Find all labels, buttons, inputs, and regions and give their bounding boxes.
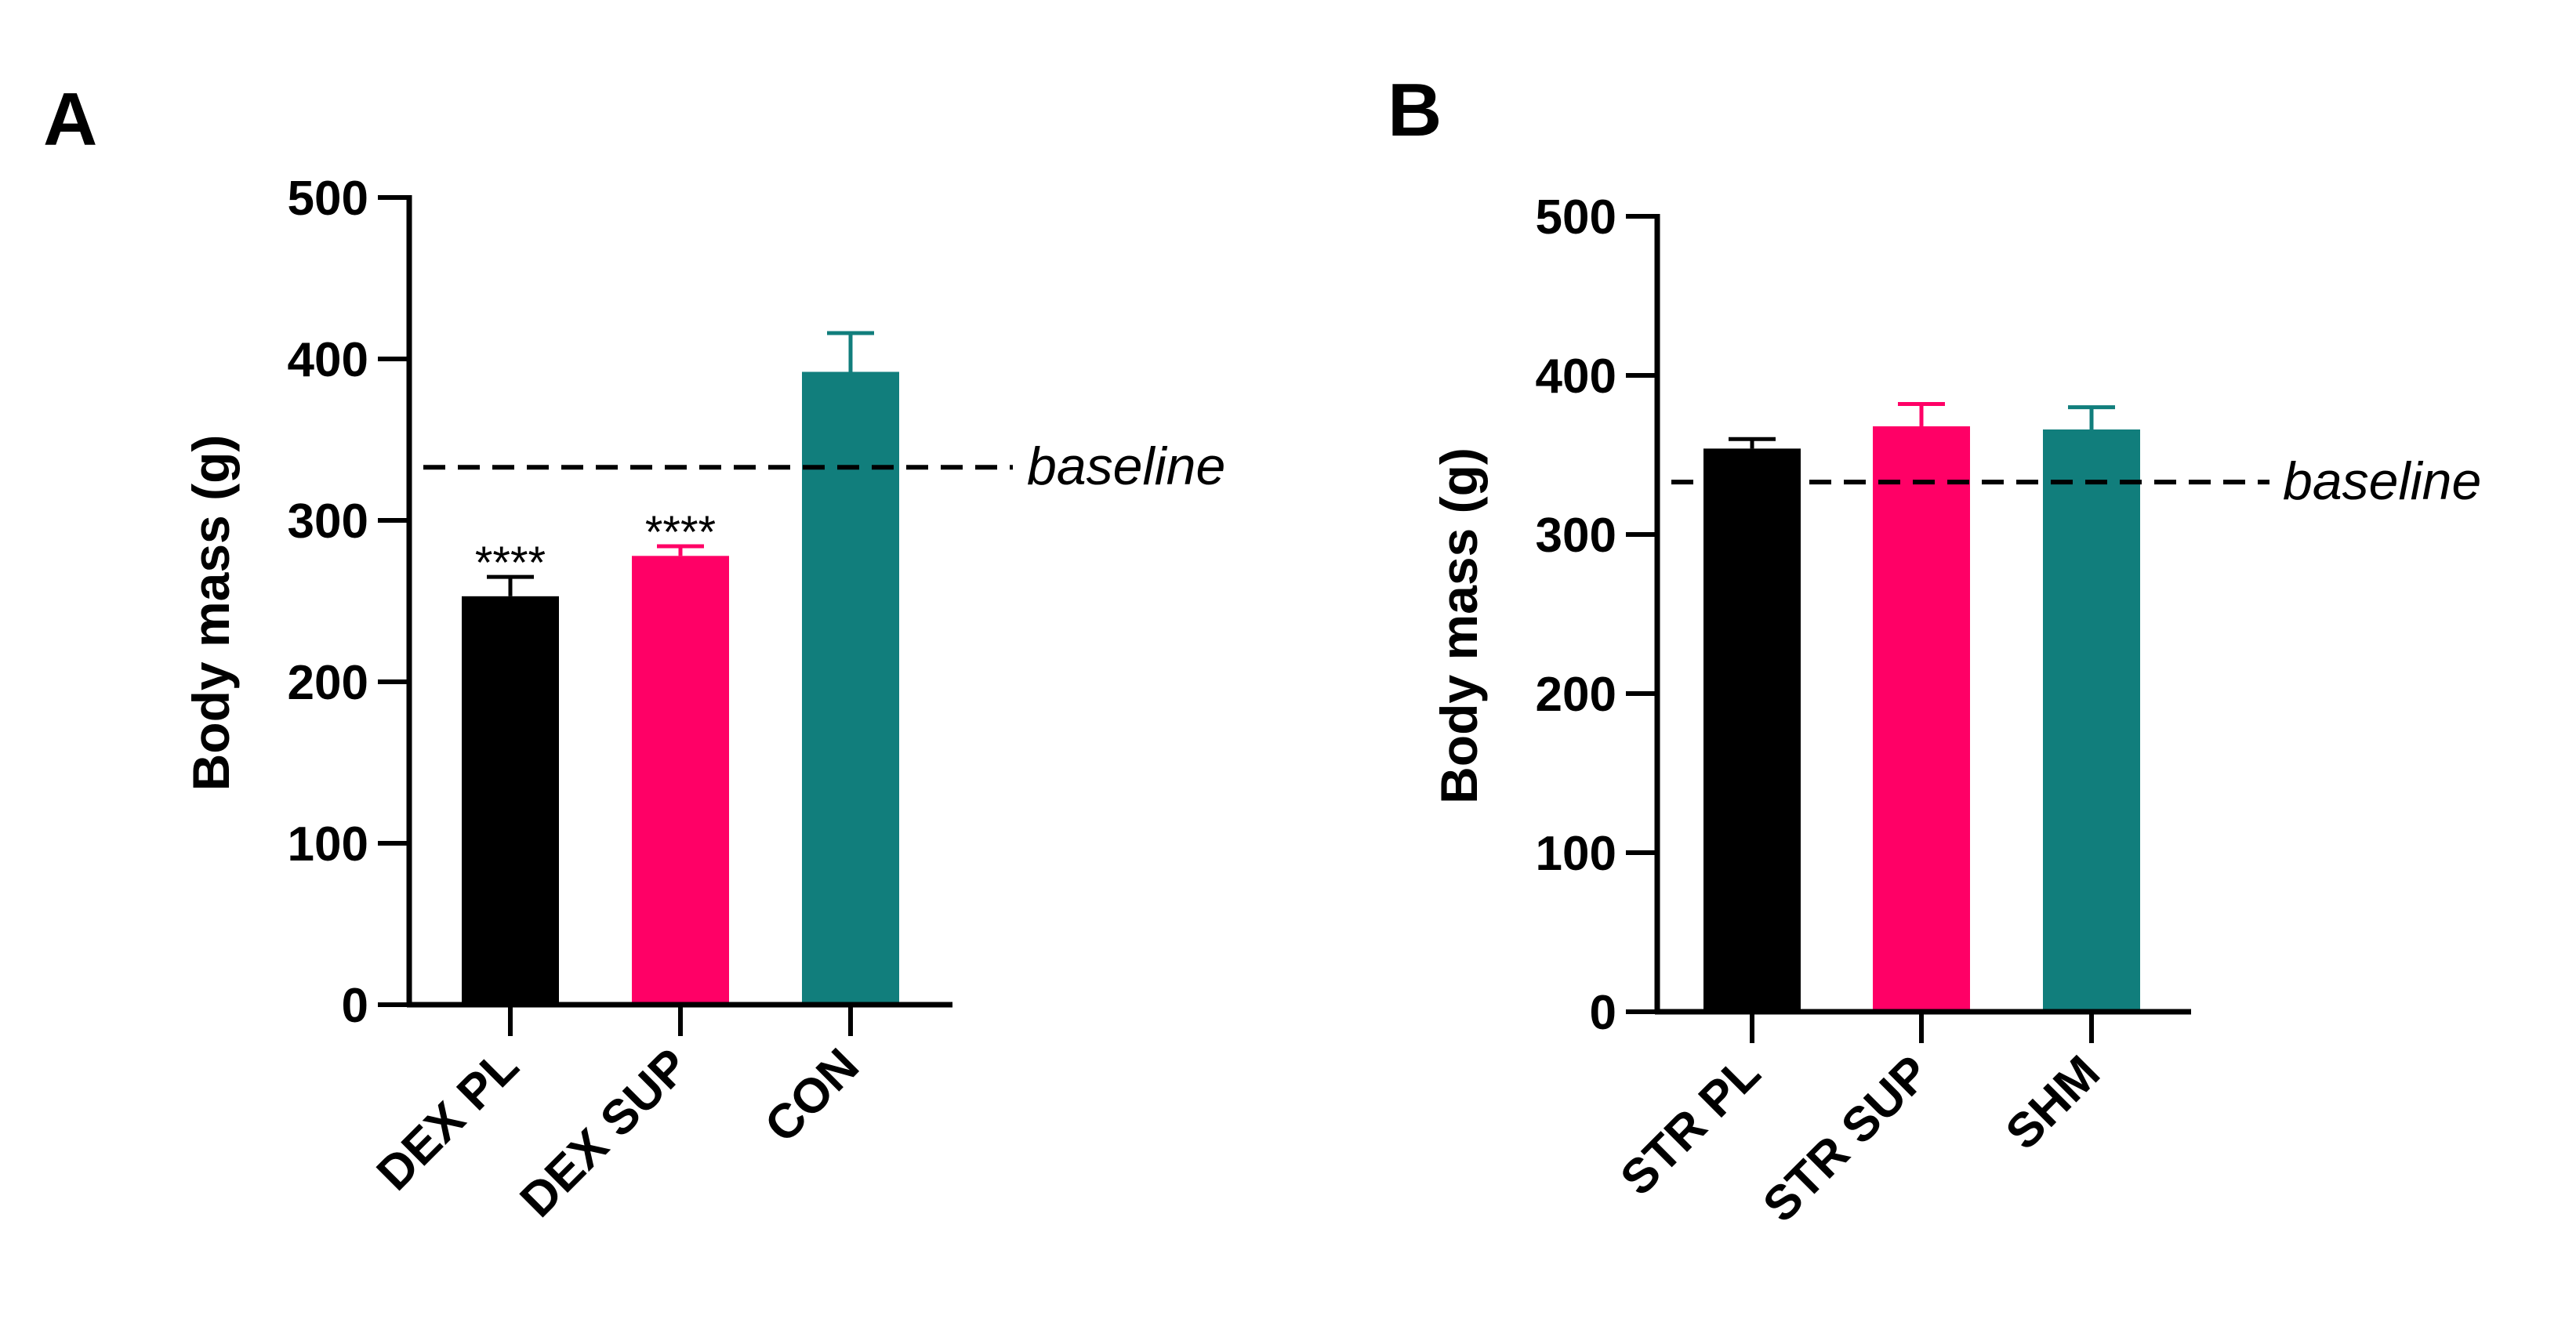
bar-str-pl xyxy=(1703,448,1801,1012)
bar-shm xyxy=(2043,429,2140,1012)
y-tick-label: 200 xyxy=(1536,668,1616,722)
y-tick-label: 400 xyxy=(288,333,368,387)
y-tick-label: 100 xyxy=(288,817,368,871)
y-tick-label: 100 xyxy=(1536,827,1616,881)
x-tick-label: DEX SUP xyxy=(510,1038,699,1227)
baseline-label: baseline xyxy=(1027,437,1225,496)
x-tick-label: SHM xyxy=(1996,1045,2110,1160)
bar-str-sup xyxy=(1873,426,1970,1012)
baseline-label: baseline xyxy=(2283,451,2481,511)
panel-letter: A xyxy=(43,78,97,161)
y-tick-label: 500 xyxy=(288,172,368,226)
panel-letter: B xyxy=(1388,68,1442,152)
y-tick-label: 300 xyxy=(1536,509,1616,563)
y-tick-label: 500 xyxy=(1536,190,1616,245)
y-tick-label: 0 xyxy=(342,979,368,1033)
x-tick-label: STR PL xyxy=(1610,1045,1771,1206)
y-axis-title: Body mass (g) xyxy=(1430,447,1488,804)
y-axis-title: Body mass (g) xyxy=(182,435,240,792)
x-tick-label: CON xyxy=(755,1038,869,1153)
y-tick-label: 200 xyxy=(288,656,368,710)
significance-label: **** xyxy=(475,538,546,589)
x-tick-label: DEX PL xyxy=(367,1038,529,1201)
panel-a: A **** DEX PL **** DEX SUP CON 0 100 200 300 400 50… xyxy=(43,78,1225,1227)
bar-dex-pl xyxy=(462,596,559,1005)
x-tick-label: STR SUP xyxy=(1753,1045,1940,1233)
y-tick-label: 400 xyxy=(1536,350,1616,404)
y-tick-label: 0 xyxy=(1590,986,1616,1040)
y-tick-label: 300 xyxy=(288,495,368,549)
bar-con xyxy=(802,371,899,1005)
significance-label: **** xyxy=(645,507,716,558)
bar-dex-sup xyxy=(632,556,729,1005)
